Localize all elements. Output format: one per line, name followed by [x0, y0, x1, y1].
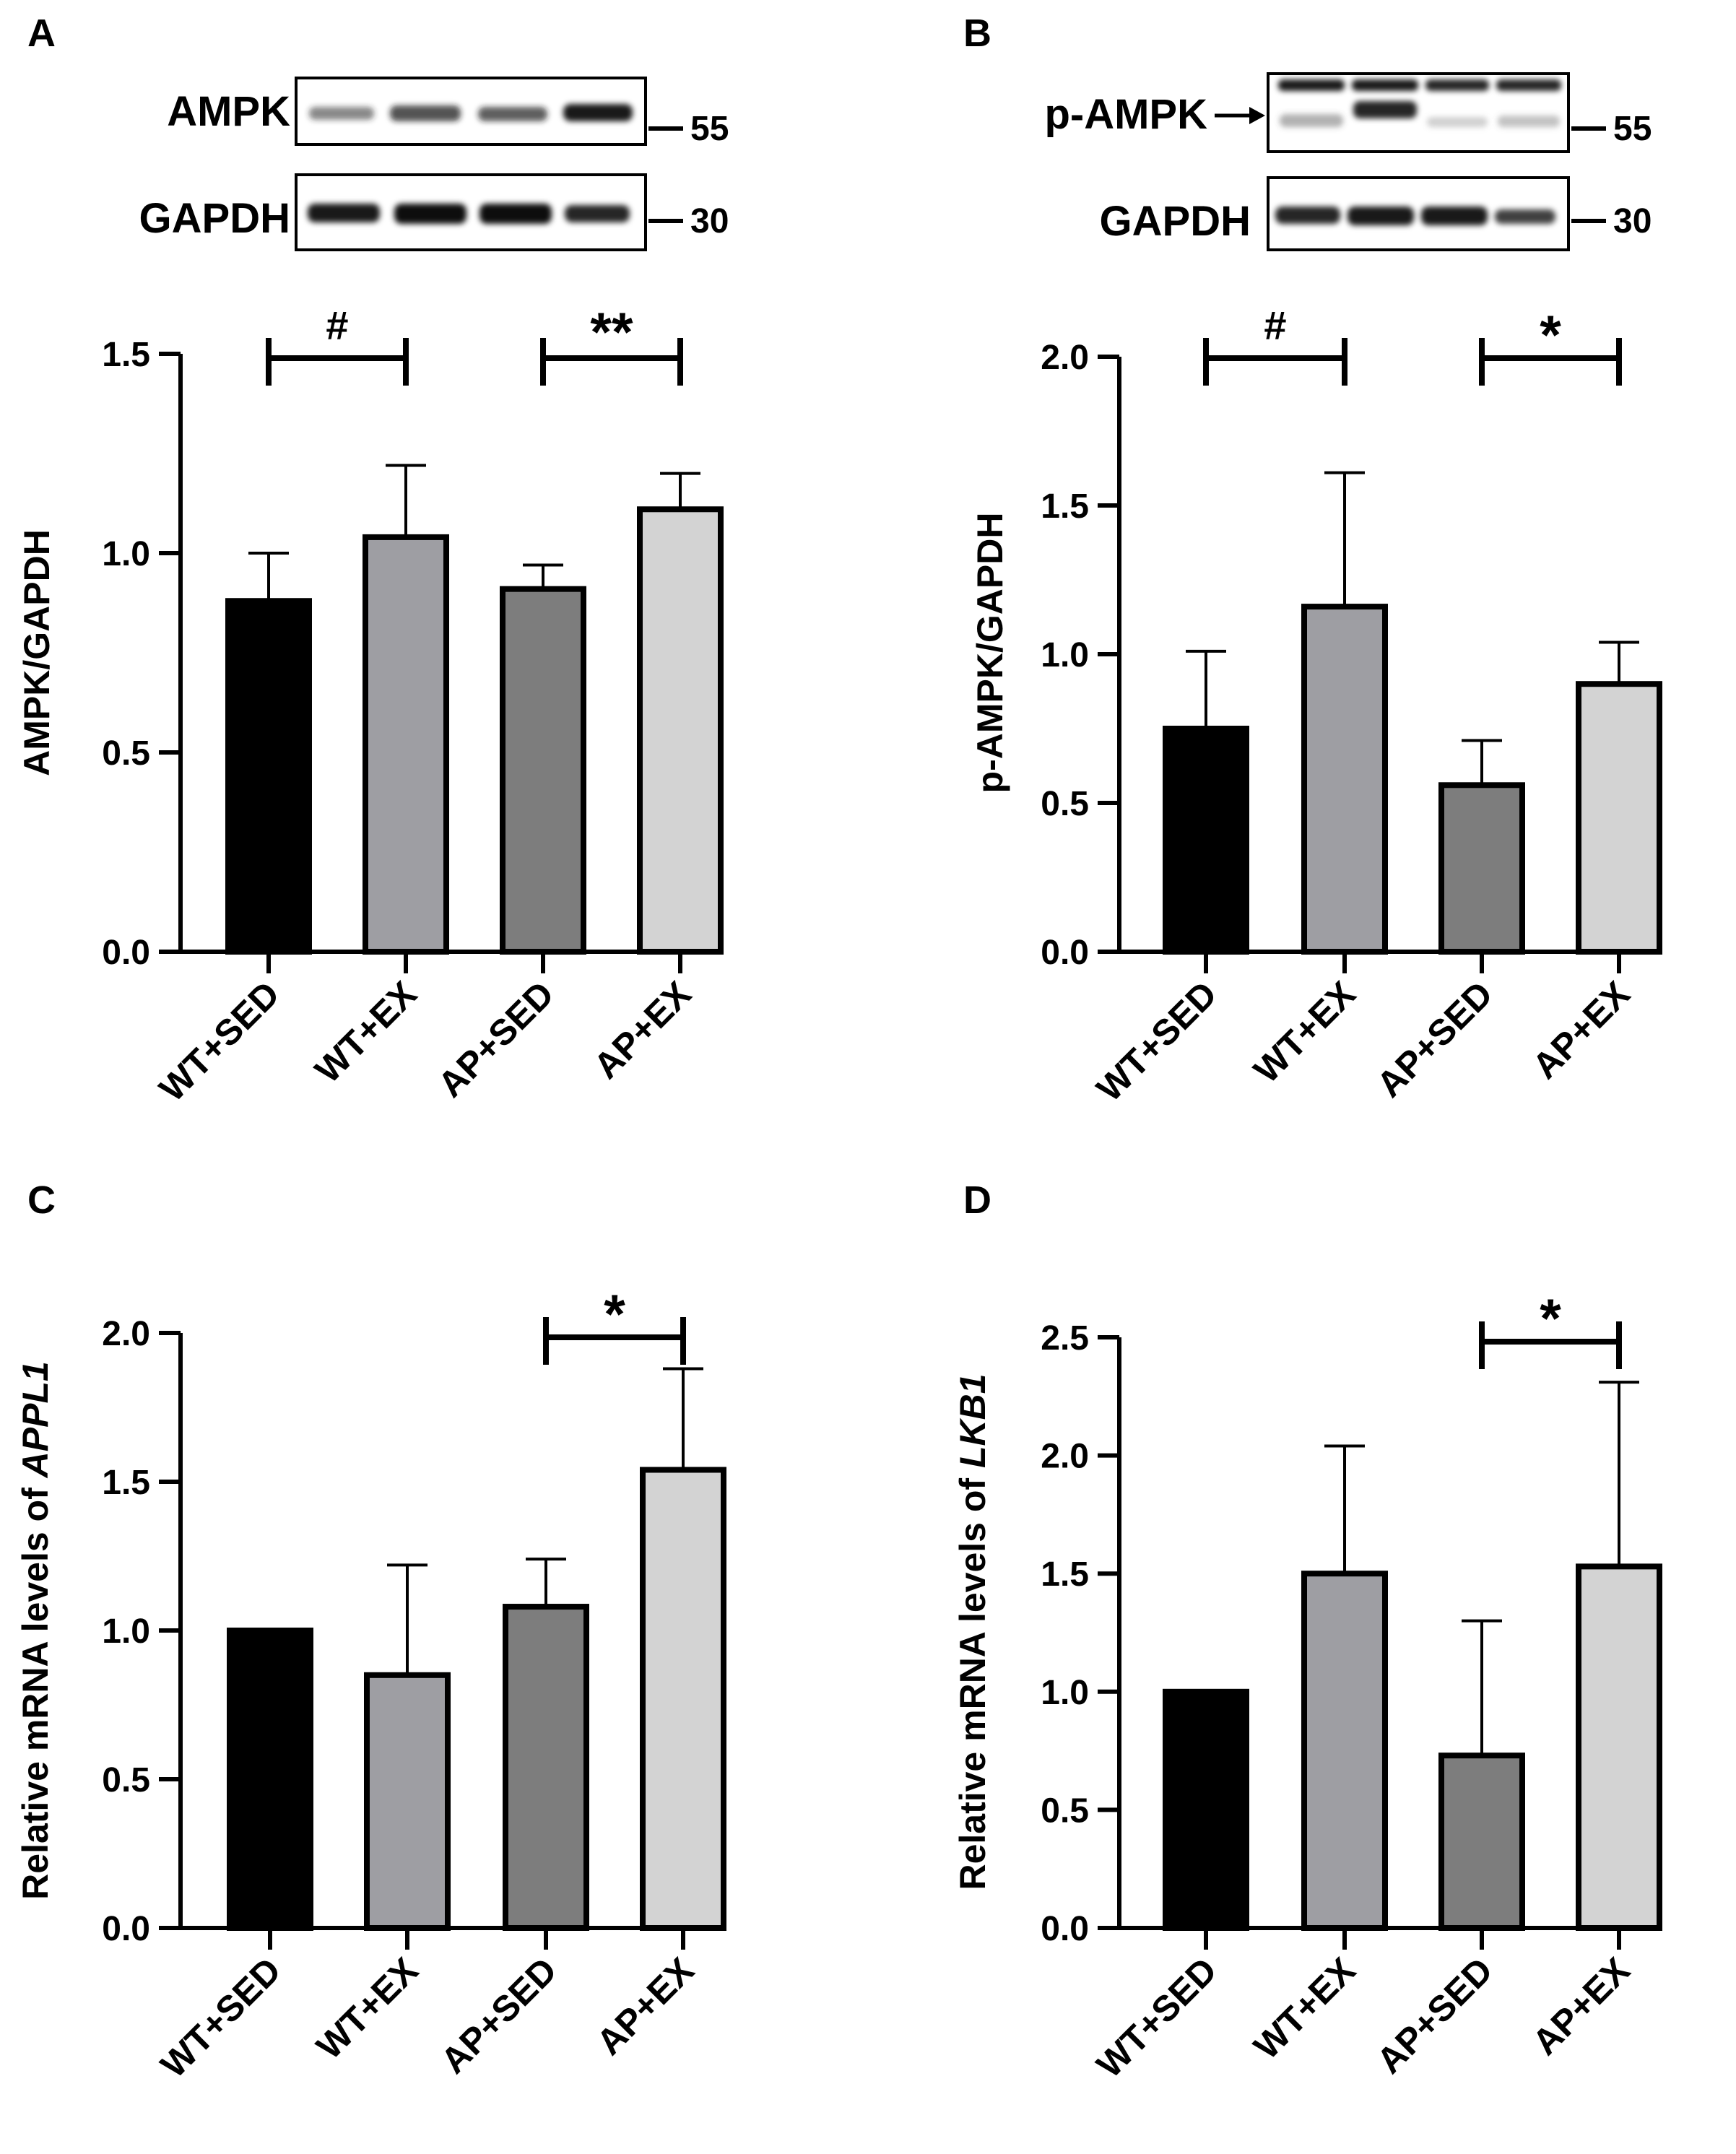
y-tick-label: 2.0: [1041, 1438, 1089, 1476]
panel-label-b: B: [963, 12, 991, 55]
y-axis-label-text: AMPK/GAPDH: [17, 529, 57, 776]
y-axis-label-text: p-AMPK/GAPDH: [970, 513, 1010, 794]
x-tick-label: WT+EX: [307, 973, 424, 1090]
blot-b-pampk-bands: [1278, 79, 1561, 127]
bar: [1301, 1571, 1388, 1931]
blot-a-ampk-label: AMPK: [167, 88, 290, 135]
y-axis-label-gene: LKB1: [952, 1373, 993, 1468]
blot-b-pampk-label: p-AMPK: [1044, 91, 1207, 138]
significance-marker: **: [590, 302, 633, 363]
arrow-right-icon: [1249, 107, 1265, 124]
blot-b-marker-30: 30: [1613, 202, 1652, 240]
significance-marker: #: [326, 303, 348, 348]
y-axis-label: Relative mRNA levels of APPL1: [15, 1361, 56, 1900]
y-tick-label: 0.5: [102, 734, 150, 773]
significance-marker: *: [1540, 305, 1561, 366]
chart-a: 0.0 0.5 1.0 1.5 WT+SED WT+EX AP+SED AP+EX # ** AMP…: [17, 302, 724, 1109]
chart-b: 0.0 0.5 1.0 1.5 2.0 WT+SED WT+EX AP+SED AP+EX # * p…: [970, 303, 1662, 1109]
bar: [1438, 782, 1525, 955]
chart-c: 0.0 0.5 1.0 1.5 2.0 WT+SED WT+EX AP+SED AP+EX * Re…: [15, 1284, 726, 2085]
blot-b-marker-55: 55: [1613, 110, 1652, 148]
significance-marker: *: [1540, 1288, 1561, 1350]
significance-marker: #: [1264, 303, 1286, 348]
y-tick-label: 2.0: [1041, 339, 1089, 377]
bar: [1576, 1563, 1662, 1932]
x-tick-label: AP+EX: [1524, 1950, 1638, 2063]
x-tick-label: WT+SED: [152, 973, 287, 1109]
chart-d: 0.0 0.5 1.0 1.5 2.0 2.5 WT+SED WT+EX AP+SED AP+EX…: [952, 1288, 1662, 2085]
bar: [500, 586, 586, 955]
blot-a-gapdh-label: GAPDH: [139, 195, 290, 242]
blot-b-gapdh-label: GAPDH: [1100, 198, 1251, 245]
bar: [225, 598, 312, 955]
blot-a-marker-55: 55: [690, 110, 729, 148]
x-tick-label: AP+EX: [586, 973, 699, 1087]
y-tick-label: 1.5: [102, 1464, 150, 1502]
significance-marker: *: [604, 1284, 625, 1345]
y-tick-label: 0.0: [1041, 1910, 1089, 1948]
y-axis-label-text: Relative mRNA levels of: [952, 1468, 993, 1890]
y-tick-label: 2.0: [102, 1315, 150, 1353]
x-tick-label: WT+EX: [308, 1950, 425, 2067]
blot-b-gapdh-bands: [1275, 207, 1555, 225]
bar: [637, 506, 724, 955]
bar: [503, 1604, 589, 1932]
bar: [1163, 1688, 1249, 1932]
x-tick-label: WT+EX: [1246, 973, 1363, 1090]
bar: [640, 1467, 726, 1931]
bar: [364, 1672, 451, 1932]
bar: [227, 1628, 313, 1931]
x-tick-label: AP+EX: [589, 1950, 702, 2063]
x-tick-label: AP+SED: [1369, 973, 1501, 1105]
y-tick-label: 1.0: [1041, 636, 1089, 674]
blot-a-ampk-bands: [309, 104, 633, 121]
y-tick-label: 0.5: [1041, 1792, 1089, 1830]
blot-a-gapdh-bands: [308, 204, 630, 224]
y-tick-label: 1.0: [102, 1612, 150, 1651]
x-tick-label: AP+SED: [1369, 1950, 1501, 2081]
y-tick-label: 0.0: [102, 934, 150, 972]
y-axis-label-gene: APPL1: [15, 1361, 56, 1479]
blot-a-marker-30: 30: [690, 202, 729, 240]
y-tick-label: 1.5: [1041, 487, 1089, 526]
panel-label-c: C: [27, 1178, 56, 1222]
x-tick-label: AP+EX: [1524, 973, 1638, 1087]
y-tick-label: 0.5: [1041, 785, 1089, 823]
y-tick-label: 2.5: [1041, 1319, 1089, 1358]
blot-b: p-AMPK GAPDH 55 30: [1044, 72, 1652, 251]
y-tick-label: 1.5: [1041, 1555, 1089, 1594]
y-axis-label: p-AMPK/GAPDH: [970, 513, 1010, 794]
bar: [1301, 604, 1388, 955]
y-tick-label: 0.0: [1041, 934, 1089, 972]
panel-label-a: A: [27, 12, 56, 55]
y-axis-label: Relative mRNA levels of LKB1: [952, 1373, 993, 1890]
y-axis-label-text: Relative mRNA levels of: [15, 1477, 56, 1899]
y-axis-label: AMPK/GAPDH: [17, 529, 57, 776]
y-tick-label: 1.5: [102, 336, 150, 374]
bar: [363, 534, 449, 955]
y-tick-label: 1.0: [102, 535, 150, 573]
x-tick-label: AP+SED: [433, 1950, 565, 2081]
bar: [1438, 1753, 1525, 1932]
x-tick-label: WT+SED: [153, 1950, 289, 2085]
x-tick-label: AP+SED: [430, 973, 562, 1105]
x-tick-label: WT+SED: [1089, 1950, 1225, 2085]
x-tick-label: WT+SED: [1089, 973, 1225, 1109]
bar: [1576, 681, 1662, 955]
y-tick-label: 1.0: [1041, 1674, 1089, 1712]
bar: [1163, 726, 1249, 955]
blot-a: AMPK GAPDH 55 30: [139, 77, 729, 251]
y-tick-label: 0.5: [102, 1761, 150, 1799]
x-tick-label: WT+EX: [1246, 1950, 1363, 2067]
y-tick-label: 0.0: [102, 1910, 150, 1948]
panel-label-d: D: [963, 1178, 991, 1222]
